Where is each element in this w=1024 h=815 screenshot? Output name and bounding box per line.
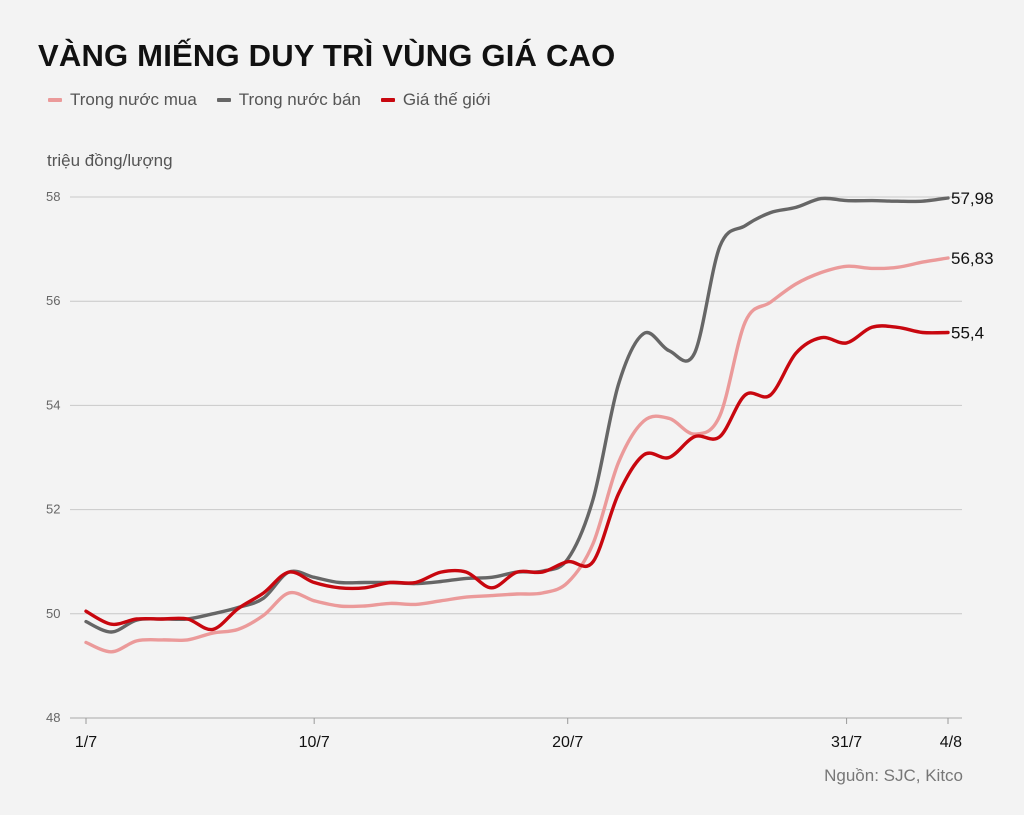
legend-item-world-price: Giá thế giới xyxy=(380,90,491,110)
source-note: Nguồn: SJC, Kitco xyxy=(824,766,963,785)
x-tick-label: 4/8 xyxy=(940,734,962,751)
legend-swatch-world-price xyxy=(380,98,395,102)
legend-swatch-domestic-buy xyxy=(48,98,62,102)
y-tick-label: 56 xyxy=(46,293,60,308)
legend-item-domestic-buy: Trong nước mua xyxy=(48,90,197,110)
legend: Trong nước mua Trong nước bán Giá thế gi… xyxy=(48,90,491,110)
chart-title: VÀNG MIẾNG DUY TRÌ VÙNG GIÁ CAO xyxy=(38,38,616,73)
y-tick-label: 52 xyxy=(46,502,60,517)
series-line-domestic-buy xyxy=(84,256,950,654)
y-axis-unit-label: triệu đồng/lượng xyxy=(47,151,173,170)
legend-swatch-domestic-sell xyxy=(216,98,231,102)
end-value-label: 57,98 xyxy=(951,189,994,208)
x-tick-label: 20/7 xyxy=(552,734,583,751)
end-value-label: 56,83 xyxy=(951,249,994,268)
end-value-label: 55,4 xyxy=(951,323,984,342)
y-tick-label: 50 xyxy=(46,606,60,621)
legend-item-domestic-sell: Trong nước bán xyxy=(216,90,361,110)
legend-label-domestic-sell: Trong nước bán xyxy=(238,90,361,109)
legend-label-world-price: Giá thế giới xyxy=(402,90,491,109)
series-line-domestic-sell xyxy=(84,196,950,634)
x-tick-label: 10/7 xyxy=(299,734,330,751)
x-tick-label: 31/7 xyxy=(831,734,862,751)
legend-label-domestic-buy: Trong nước mua xyxy=(70,90,197,109)
y-tick-label: 58 xyxy=(46,189,60,204)
y-tick-label: 54 xyxy=(46,397,60,412)
x-tick-label: 1/7 xyxy=(75,734,97,751)
y-tick-label: 48 xyxy=(46,710,60,725)
series-line-world-price xyxy=(84,324,950,632)
